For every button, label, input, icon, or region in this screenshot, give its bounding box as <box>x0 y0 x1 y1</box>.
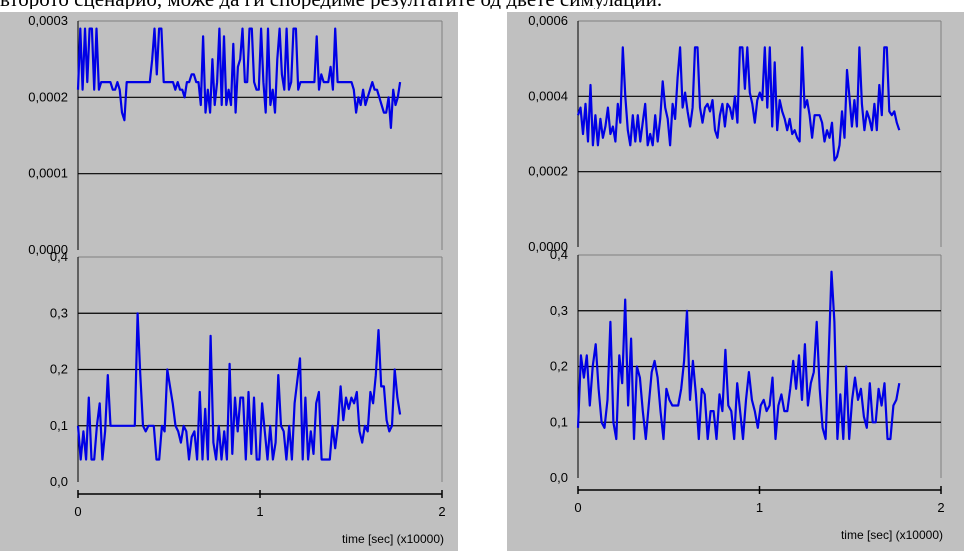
y-tick-label: 0,0000 <box>528 239 568 254</box>
y-tick-label: 0,0 <box>550 470 568 485</box>
y-tick-label: 0,2 <box>50 362 68 377</box>
chart-right-bottom: 0,0 0,1 0,2 0,3 0,4 0 1 2 time [sec] (x10000) <box>550 247 945 542</box>
y-tick-label: 0,2 <box>550 359 568 374</box>
series-line <box>76 312 402 461</box>
x-tick-label: 0 <box>574 500 581 515</box>
x-axis-label: time [sec] (x10000) <box>342 532 444 546</box>
series-line <box>76 27 402 130</box>
y-tick-label: 0,0002 <box>28 89 68 104</box>
y-tick-label: 0,0000 <box>28 242 68 257</box>
y-tick-label: 0,0006 <box>528 13 568 28</box>
series-line <box>576 270 901 441</box>
x-tick-label: 1 <box>256 504 263 519</box>
chart-left-bottom: 0,0 0,1 0,2 0,3 0,4 0 1 2 time [sec] (x10000) <box>50 249 446 546</box>
series-line <box>576 46 901 162</box>
x-tick-label: 2 <box>937 500 944 515</box>
page-caption: второто сценарио, може да ги споредиме р… <box>0 0 964 9</box>
chart-left-top: 0,0000 0,0001 0,0002 0,0003 <box>28 13 443 257</box>
y-tick-label: 0,0002 <box>528 164 568 179</box>
left-chart-panel: 0,0000 0,0001 0,0002 0,0003 0,0 0,1 0,2 0,3 0,4 0… <box>0 12 458 551</box>
x-axis-label: time [sec] (x10000) <box>841 528 943 542</box>
y-tick-label: 0,1 <box>550 414 568 429</box>
y-tick-label: 0,3 <box>550 303 568 318</box>
y-tick-label: 0,0003 <box>28 13 68 28</box>
y-tick-label: 0,1 <box>50 418 68 433</box>
left-chart-svg: 0,00000,00010,00020,00030,00,10,20,30,40… <box>28 13 446 546</box>
y-tick-label: 0,0 <box>50 474 68 489</box>
right-chart-panel: 0,0000 0,0002 0,0004 0,0006 0,0 0,1 0,2 0,3 0,4 0… <box>507 12 964 551</box>
y-tick-label: 0,3 <box>50 305 68 320</box>
x-tick-label: 1 <box>756 500 763 515</box>
y-tick-label: 0,4 <box>50 249 68 264</box>
x-tick-label: 2 <box>438 504 445 519</box>
x-tick-label: 0 <box>74 504 81 519</box>
right-chart-svg: 0,00000,00020,00040,00060,00,10,20,30,40… <box>528 13 945 542</box>
chart-right-top: 0,0000 0,0002 0,0004 0,0006 <box>528 13 942 254</box>
y-tick-label: 0,0004 <box>528 88 568 103</box>
y-tick-label: 0,0001 <box>28 166 68 181</box>
y-tick-label: 0,4 <box>550 247 568 262</box>
